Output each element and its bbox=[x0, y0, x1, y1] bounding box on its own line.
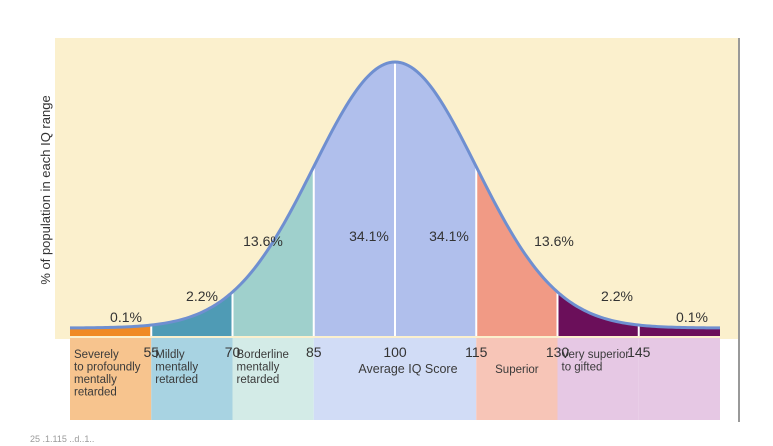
percent-label-4: 34.1% bbox=[429, 228, 469, 244]
x-tick-label-85: 85 bbox=[306, 344, 322, 360]
percent-label-6: 2.2% bbox=[601, 288, 633, 304]
x-tick-label-145: 145 bbox=[627, 344, 651, 360]
band-area-3 bbox=[313, 62, 395, 336]
x-tick-label-130: 130 bbox=[546, 344, 570, 360]
category-box-3 bbox=[313, 338, 395, 420]
percent-label-7: 0.1% bbox=[676, 309, 708, 325]
category-label-6: Very superior to gifted bbox=[562, 349, 630, 374]
percent-label-3: 34.1% bbox=[349, 228, 389, 244]
category-label-5: Superior bbox=[495, 364, 539, 376]
band-area-6 bbox=[557, 292, 639, 336]
x-tick-label-55: 55 bbox=[143, 344, 159, 360]
bell-curve-line bbox=[69, 60, 721, 330]
category-box-6 bbox=[557, 338, 639, 420]
category-box-4 bbox=[395, 338, 477, 420]
x-tick-label-115: 115 bbox=[465, 344, 488, 360]
category-label-1: Mildly mentally retarded bbox=[155, 349, 198, 386]
percent-label-1: 2.2% bbox=[186, 288, 218, 304]
percent-label-5: 13.6% bbox=[534, 233, 574, 249]
x-tick-label-70: 70 bbox=[225, 344, 241, 360]
category-label-2: Borderline mentally retarded bbox=[237, 349, 289, 386]
band-area-1 bbox=[151, 292, 233, 336]
category-box-5 bbox=[476, 338, 558, 420]
category-box-0 bbox=[70, 338, 152, 420]
band-area-4 bbox=[395, 62, 477, 336]
x-tick-label-100: 100 bbox=[383, 344, 407, 360]
y-axis-label: % of population in each IQ range bbox=[38, 95, 53, 284]
percent-label-0: 0.1% bbox=[110, 309, 142, 325]
category-label-0: Severely to profoundly mentally retarded bbox=[74, 349, 141, 399]
category-box-7 bbox=[638, 338, 720, 420]
percent-label-2: 13.6% bbox=[243, 233, 283, 249]
category-box-2 bbox=[232, 338, 314, 420]
center-category-label: Average IQ Score bbox=[358, 362, 457, 376]
footnote: 25 .1.115 ..d..1.. bbox=[30, 434, 94, 444]
category-box-1 bbox=[151, 338, 233, 420]
